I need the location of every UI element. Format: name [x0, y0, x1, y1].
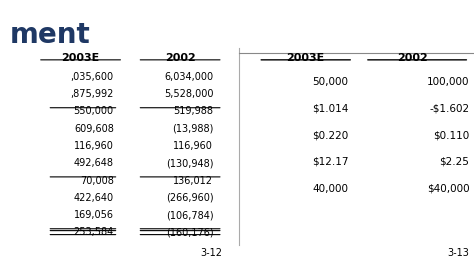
Text: 2003E: 2003E	[287, 53, 325, 63]
Text: 492,648: 492,648	[74, 158, 114, 168]
Text: (106,784): (106,784)	[166, 210, 213, 220]
Text: 2002: 2002	[165, 53, 195, 63]
Text: 2003E: 2003E	[62, 53, 100, 63]
Text: 253,584: 253,584	[73, 227, 114, 238]
Text: ,035,600: ,035,600	[71, 72, 114, 82]
Text: 550,000: 550,000	[73, 106, 114, 117]
Text: (13,988): (13,988)	[172, 124, 213, 134]
Text: 136,012: 136,012	[173, 176, 213, 186]
Text: 100,000: 100,000	[427, 77, 469, 87]
Text: 3-12: 3-12	[201, 248, 223, 258]
Text: $12.17: $12.17	[312, 157, 348, 167]
Text: 6,034,000: 6,034,000	[164, 72, 213, 82]
Text: 3-13: 3-13	[447, 248, 469, 258]
Text: -$1.602: -$1.602	[429, 104, 469, 114]
Text: $0.220: $0.220	[312, 130, 348, 140]
Text: 519,988: 519,988	[173, 106, 213, 117]
Text: $40,000: $40,000	[427, 184, 469, 194]
Text: (130,948): (130,948)	[166, 158, 213, 168]
Text: ,875,992: ,875,992	[70, 89, 114, 99]
Text: 116,960: 116,960	[74, 141, 114, 151]
Text: (266,960): (266,960)	[166, 193, 213, 203]
Text: 169,056: 169,056	[74, 210, 114, 220]
Text: 2002: 2002	[397, 53, 428, 63]
Text: $2.25: $2.25	[439, 157, 469, 167]
Text: (160,176): (160,176)	[166, 227, 213, 238]
Text: 116,960: 116,960	[173, 141, 213, 151]
Text: $1.014: $1.014	[312, 104, 348, 114]
Text: 422,640: 422,640	[73, 193, 114, 203]
Text: 50,000: 50,000	[312, 77, 348, 87]
Text: 40,000: 40,000	[312, 184, 348, 194]
Text: 609,608: 609,608	[74, 124, 114, 134]
Text: 5,528,000: 5,528,000	[164, 89, 213, 99]
Text: ment: ment	[9, 21, 90, 49]
Text: $0.110: $0.110	[433, 130, 469, 140]
Text: 70,008: 70,008	[80, 176, 114, 186]
